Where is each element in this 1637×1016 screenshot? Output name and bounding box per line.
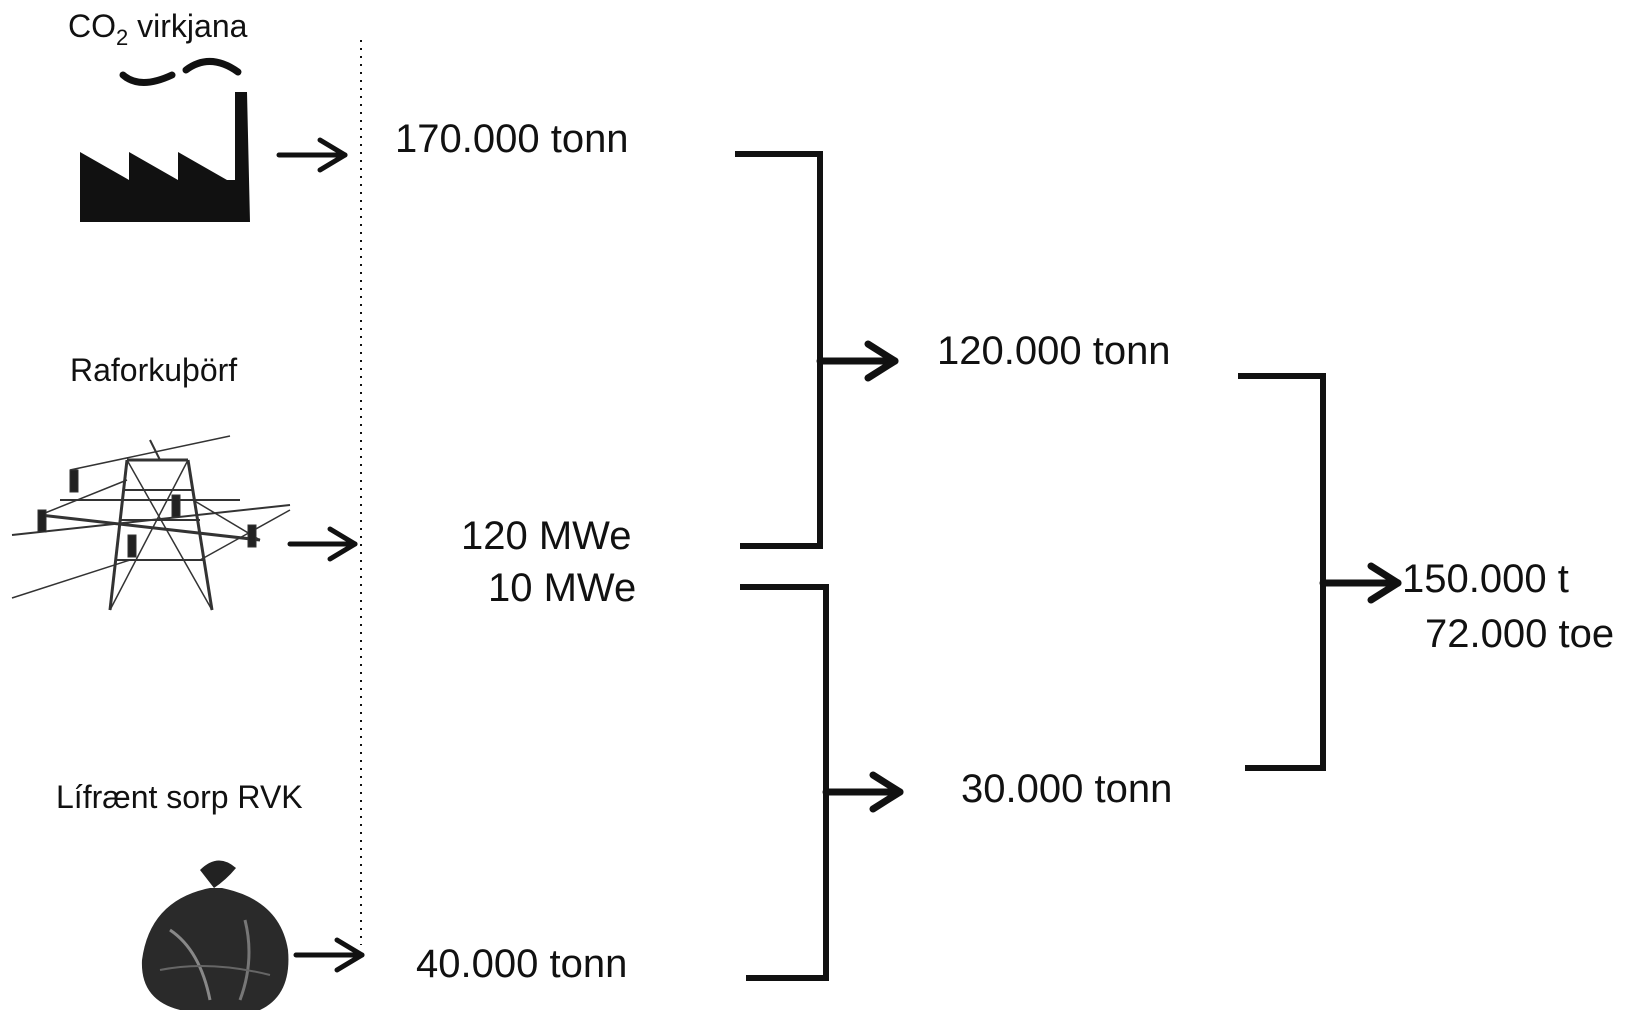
intermediate-lower-amount: 30.000 tonn <box>961 767 1173 811</box>
arrow-waste <box>293 937 365 973</box>
factory-icon <box>80 58 250 222</box>
bracket-upper <box>735 151 823 549</box>
bracket-right <box>1238 373 1326 771</box>
waste-amount: 40.000 tonn <box>416 942 628 986</box>
result-tonnes: 150.000 t <box>1402 557 1569 601</box>
arrow-power <box>287 526 358 562</box>
bracket-lower <box>740 584 829 981</box>
power-pylon-icon <box>11 435 291 611</box>
power-source-label: Raforkuþörf <box>70 352 238 388</box>
waste-source-label: Lífrænt sorp RVK <box>56 779 303 815</box>
co2-amount: 170.000 tonn <box>395 117 629 161</box>
power-demand-1: 120 MWe <box>461 514 632 558</box>
arrow-to-result <box>1319 562 1402 604</box>
arrow-to-lower <box>822 771 904 813</box>
trash-bag-icon <box>141 860 289 1010</box>
arrow-to-upper <box>816 340 899 382</box>
result-toe: 72.000 toe <box>1425 612 1615 656</box>
arrow-co2 <box>276 137 348 173</box>
power-demand-2: 10 MWe <box>488 566 637 610</box>
intermediate-upper-amount: 120.000 tonn <box>937 329 1171 373</box>
co2-source-label: CO2 virkjana <box>68 8 248 50</box>
